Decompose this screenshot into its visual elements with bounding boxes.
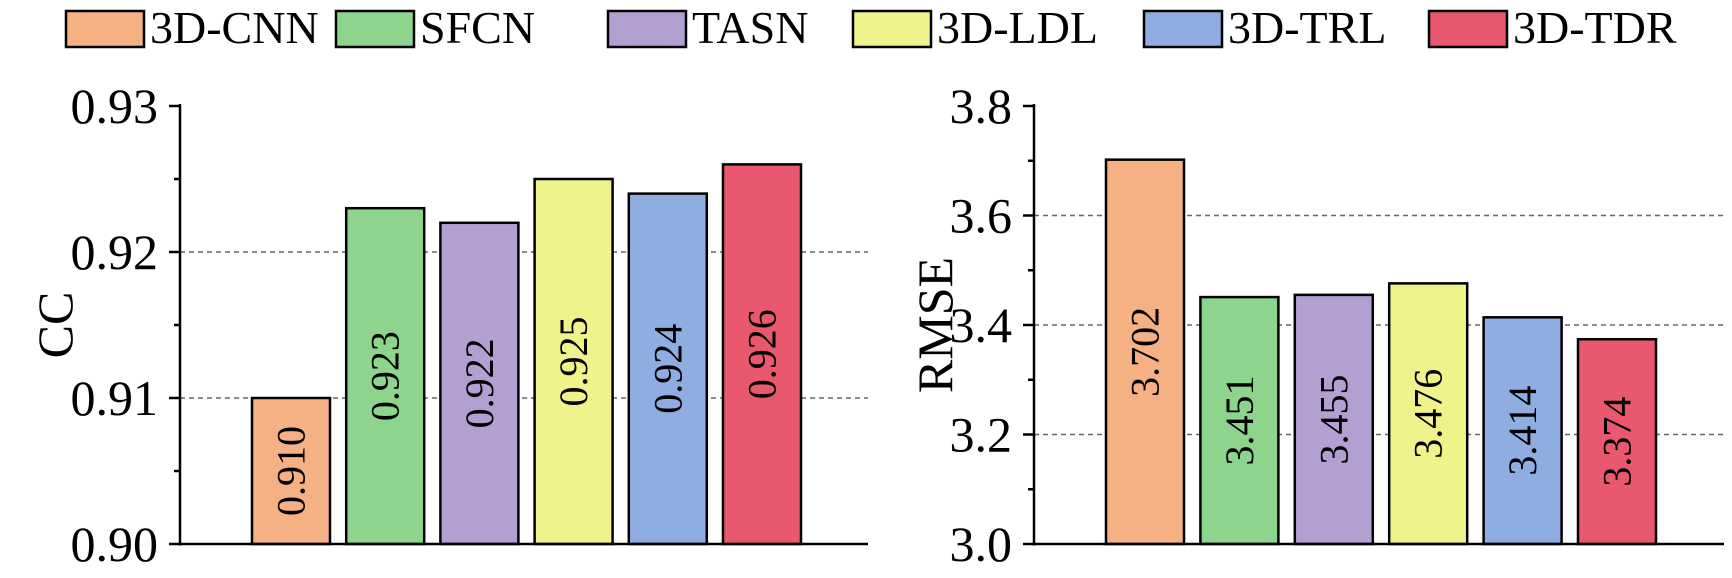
cc-value-label-sfcn: 0.923 bbox=[363, 331, 408, 421]
rmse-value-label-3d-trl: 3.414 bbox=[1500, 386, 1545, 476]
cc-tick-label: 0.91 bbox=[71, 370, 159, 426]
cc-bar-3d-cnn bbox=[250, 396, 332, 546]
rmse-value-label-sfcn: 3.451 bbox=[1217, 376, 1262, 466]
cc-bar-tasn bbox=[439, 221, 520, 546]
legend-swatch-3d-cnn bbox=[64, 9, 146, 49]
cc-value-label-3d-ldl: 0.925 bbox=[551, 317, 596, 407]
rmse-tick-label: 3.6 bbox=[950, 188, 1013, 244]
rmse-tick-label: 3.0 bbox=[950, 516, 1013, 572]
cc-tick-label: 0.92 bbox=[71, 224, 159, 280]
rmse-bar-3d-ldl bbox=[1387, 282, 1469, 546]
rmse-bar-sfcn bbox=[1199, 295, 1280, 546]
rmse-value-label-3d-cnn: 3.702 bbox=[1123, 307, 1168, 397]
legend-swatch-3d-trl bbox=[1142, 9, 1224, 49]
rmse-y-axis-label: RMSE bbox=[907, 257, 963, 393]
cc-y-axis-label: CC bbox=[27, 292, 83, 359]
legend-label-3d-tdr: 3D-TDR bbox=[1513, 2, 1677, 53]
legend-item-tasn: TASN bbox=[606, 2, 808, 53]
legend: 3D-CNN SFCN TASN 3D-LDL 3D-TRL 3D-TDR bbox=[64, 2, 1677, 53]
rmse-bar-3d-cnn bbox=[1104, 158, 1186, 546]
rmse-chart: 3.0 3.2 3.4 3.6 3.8 3.702 3.451 3.455 3.476 3.414… bbox=[907, 78, 1724, 572]
legend-label-3d-cnn: 3D-CNN bbox=[150, 2, 319, 53]
legend-item-3d-tdr: 3D-TDR bbox=[1427, 2, 1677, 53]
cc-tick-label: 0.90 bbox=[71, 516, 159, 572]
cc-bar-3d-trl bbox=[627, 192, 709, 546]
legend-label-tasn: TASN bbox=[692, 2, 808, 53]
legend-item-sfcn: SFCN bbox=[334, 2, 535, 53]
legend-item-3d-ldl: 3D-LDL bbox=[851, 2, 1098, 53]
rmse-value-label-3d-ldl: 3.476 bbox=[1406, 369, 1451, 459]
cc-tick-label: 0.93 bbox=[71, 78, 159, 134]
rmse-tick-label: 3.2 bbox=[950, 407, 1013, 463]
cc-value-label-3d-trl: 0.924 bbox=[645, 324, 690, 414]
legend-swatch-tasn bbox=[606, 9, 688, 49]
rmse-value-label-3d-tdr: 3.374 bbox=[1595, 397, 1640, 487]
rmse-value-label-tasn: 3.455 bbox=[1311, 374, 1356, 464]
legend-label-sfcn: SFCN bbox=[420, 2, 535, 53]
cc-bar-sfcn bbox=[344, 206, 426, 546]
legend-swatch-3d-tdr bbox=[1427, 9, 1509, 49]
cc-chart: 0.90 0.91 0.92 0.93 0.910 0.923 0.922 0.925 0.92… bbox=[27, 78, 868, 572]
cc-value-label-3d-tdr: 0.926 bbox=[740, 309, 785, 399]
legend-item-3d-cnn: 3D-CNN bbox=[64, 2, 319, 53]
rmse-tick-label: 3.8 bbox=[950, 78, 1013, 134]
cc-value-label-3d-cnn: 0.910 bbox=[269, 426, 314, 516]
cc-bar-3d-ldl bbox=[533, 177, 614, 546]
legend-swatch-sfcn bbox=[334, 9, 416, 49]
legend-swatch-3d-ldl bbox=[851, 9, 933, 49]
legend-label-3d-ldl: 3D-LDL bbox=[937, 2, 1098, 53]
rmse-tick-label: 3.4 bbox=[950, 297, 1013, 353]
cc-value-label-tasn: 0.922 bbox=[457, 338, 502, 428]
rmse-bar-tasn bbox=[1293, 293, 1375, 546]
legend-label-3d-trl: 3D-TRL bbox=[1228, 2, 1386, 53]
legend-item-3d-trl: 3D-TRL bbox=[1142, 2, 1386, 53]
